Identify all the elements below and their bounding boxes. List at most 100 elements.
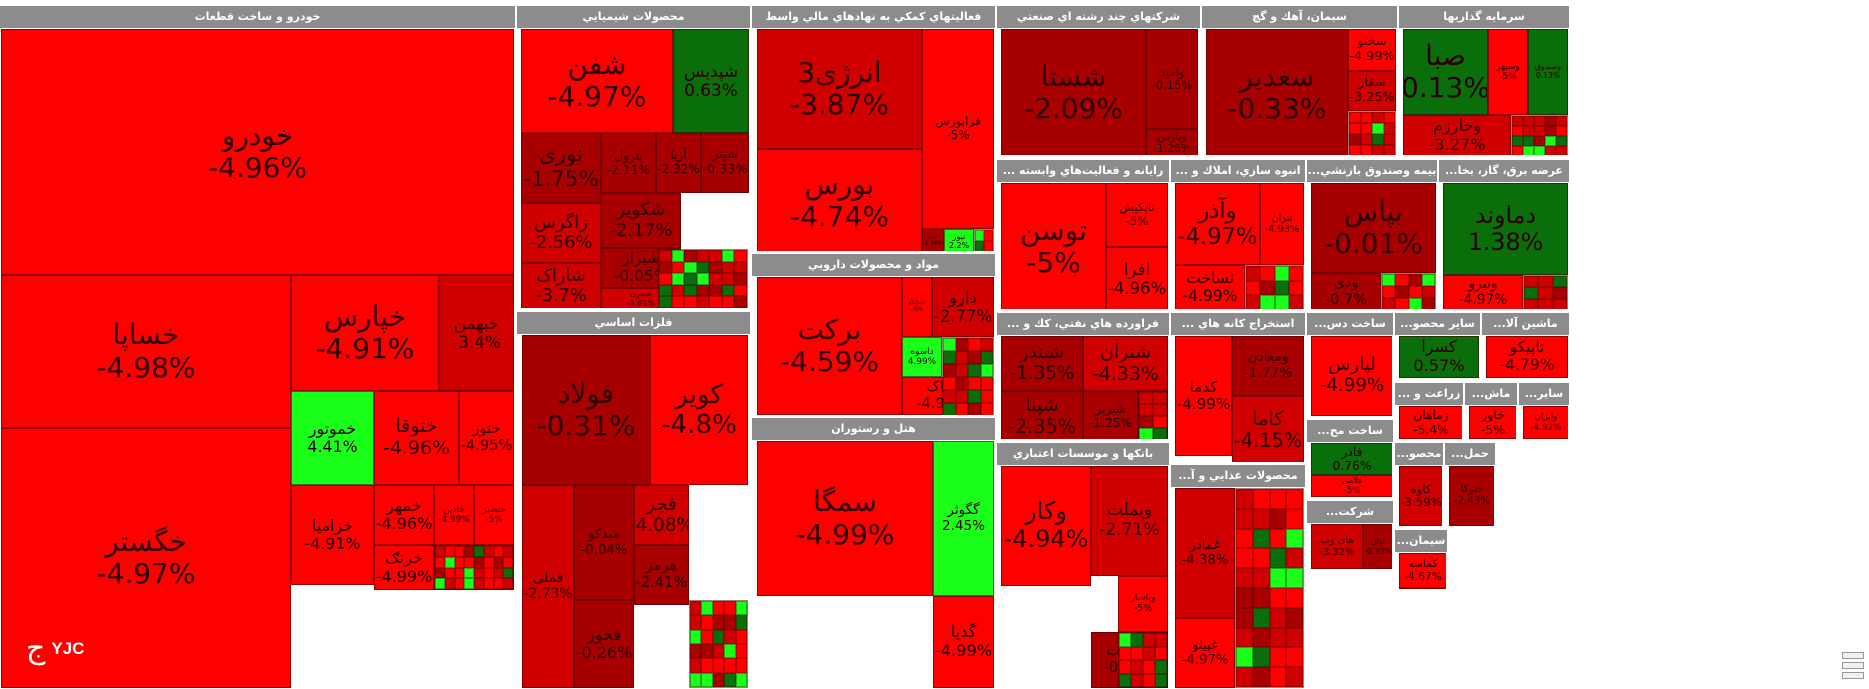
stock-tile[interactable]: خپارس -4.91% bbox=[291, 275, 439, 391]
stock-tile[interactable]: خزامیا -4.91% bbox=[291, 485, 374, 585]
stock-tile[interactable]: فملی -2.73% bbox=[522, 485, 574, 688]
stock-tile[interactable]: فرابورس -5% bbox=[922, 29, 994, 229]
stock-tile[interactable]: خاور -5% bbox=[1469, 406, 1516, 439]
stock-tile[interactable]: خمهر -4.96% bbox=[374, 485, 434, 545]
stock-tile[interactable]: ختصیر -5% bbox=[474, 485, 514, 545]
stock-tile[interactable]: خموتور 4.41% bbox=[291, 391, 374, 485]
sector-title[interactable]: ساير... bbox=[1519, 383, 1569, 405]
stock-tile[interactable]: دسانکو -5% bbox=[902, 277, 932, 337]
stock-tile[interactable]: کدما -4.99% bbox=[1175, 336, 1232, 456]
stock-tile[interactable]: خودرو -4.96% bbox=[1, 29, 514, 275]
sector-title[interactable]: شرکت... bbox=[1307, 501, 1393, 523]
sector-title[interactable]: حمل... bbox=[1445, 443, 1495, 465]
stock-tile[interactable]: وایران -4.92% bbox=[1523, 406, 1568, 439]
sector-title[interactable]: ساخت دس... bbox=[1307, 313, 1393, 335]
stock-tile[interactable]: وبملت -2.71% bbox=[1091, 466, 1168, 576]
sector-title[interactable]: ساير محصو... bbox=[1395, 313, 1480, 335]
stock-tile[interactable]: شپدیس 0.63% bbox=[673, 29, 749, 133]
stock-tile[interactable]: کاما -4.15% bbox=[1232, 396, 1304, 462]
stock-tile[interactable]: میدکو -0.04% bbox=[574, 485, 634, 600]
sector-title[interactable]: عرضه برق، گاز، بخا... bbox=[1439, 160, 1569, 182]
stock-tile[interactable]: نوری -1.75% bbox=[521, 133, 601, 203]
stock-tile[interactable]: توسن -5% bbox=[1001, 183, 1106, 309]
stock-tile[interactable]: ومعادن -1.77% bbox=[1232, 336, 1304, 396]
stock-tile[interactable]: صبا 0.13% bbox=[1403, 29, 1488, 115]
sector-title[interactable]: محصولات غذايي و آ... bbox=[1171, 465, 1305, 487]
stock-tile[interactable]: خگستر -4.97% bbox=[1, 428, 291, 688]
sector-title[interactable]: انبوه سازي، املاك و ... bbox=[1171, 160, 1305, 182]
stock-tile[interactable]: بورس -4.74% bbox=[757, 149, 922, 251]
sector-title[interactable]: ساخت مح... bbox=[1307, 420, 1393, 442]
stock-tile[interactable]: کرمان-3.14% bbox=[1399, 588, 1446, 589]
stock-tile[interactable]: وآذر -4.97% bbox=[1175, 183, 1260, 265]
stock-tile[interactable]: هرمز -2.41% bbox=[634, 545, 689, 605]
stock-tile[interactable]: لپارس -4.99% bbox=[1311, 336, 1392, 416]
sector-title[interactable]: بيمه وصندوق بازنشي... bbox=[1307, 160, 1437, 182]
sector-title[interactable]: فراورده هاي نفتي، كك و ... bbox=[997, 313, 1169, 335]
sector-title[interactable]: استخراج كانه هاي ... bbox=[1171, 313, 1305, 335]
sector-title[interactable]: بانكها و موسسات اعتباري bbox=[997, 443, 1169, 465]
sector-title[interactable]: شرکتهاي چند رشته اي صنعتي bbox=[997, 6, 1200, 28]
stock-tile[interactable]: وپاسار -5% bbox=[1118, 576, 1168, 632]
stock-tile[interactable]: شبریز -1.25% bbox=[1083, 391, 1138, 439]
stock-tile[interactable]: تاپیکو -4.79% bbox=[1486, 336, 1568, 378]
stock-tile[interactable]: افرا -4.96% bbox=[1106, 247, 1168, 309]
stock-tile[interactable]: وپارس -1.26% bbox=[1146, 129, 1198, 155]
sector-title[interactable]: ماشين آلا... bbox=[1482, 313, 1569, 335]
stock-tile[interactable]: فاذر 0.76% bbox=[1311, 443, 1392, 475]
stock-tile[interactable]: وسپهر -5% bbox=[1488, 29, 1528, 115]
stock-tile[interactable]: خرنګ -4.99% bbox=[374, 545, 434, 590]
stock-tile[interactable]: نیور 2.2% bbox=[944, 229, 974, 251]
stock-tile[interactable]: وکار -4.94% bbox=[1001, 466, 1091, 586]
stock-tile[interactable]: خبهمن -3.4% bbox=[439, 275, 514, 391]
stock-tile[interactable]: فخوز -0.26% bbox=[574, 600, 634, 688]
stock-tile[interactable]: وصندوق 0.13% bbox=[1528, 29, 1568, 115]
stock-tile[interactable]: شتران -4.33% bbox=[1083, 336, 1168, 391]
stock-tile[interactable]: ثساخت -4.99% bbox=[1175, 265, 1245, 309]
stock-tile[interactable]: زماهان -5.4% bbox=[1399, 406, 1462, 439]
stock-tile[interactable]: سخنو -4.99% bbox=[1348, 29, 1396, 71]
stock-tile[interactable]: شپنا -2.35% bbox=[1001, 391, 1083, 439]
stock-tile[interactable]: های وب -3.32% bbox=[1311, 524, 1363, 569]
sector-title[interactable]: رايانه و فعاليت‌هاي وابسته ... bbox=[997, 160, 1169, 182]
stock-tile[interactable]: شبندر -1.35% bbox=[1001, 336, 1083, 391]
stock-tile[interactable]: سمگا -4.99% bbox=[757, 441, 933, 596]
stock-tile[interactable]: وخارزم -3.27% bbox=[1403, 115, 1511, 155]
stock-tile[interactable]: ثتران -4.93% bbox=[1260, 183, 1304, 265]
stock-tile[interactable]: گگوثر 2.45% bbox=[933, 441, 994, 596]
stock-tile[interactable]: دارو -2.77% bbox=[932, 277, 994, 337]
stock-tile[interactable]: فجر-4.08% bbox=[634, 485, 689, 545]
stock-tile[interactable]: سغدیر -0.33% bbox=[1206, 29, 1348, 155]
stock-tile[interactable]: برکت -4.59% bbox=[757, 277, 902, 415]
stock-tile[interactable]: دماوند 1.38% bbox=[1443, 183, 1568, 275]
stock-tile[interactable]: فولاد -0.31% bbox=[522, 335, 650, 485]
sector-title[interactable]: زراعت و ... bbox=[1395, 383, 1463, 405]
menu-icon[interactable] bbox=[1842, 652, 1864, 682]
stock-tile[interactable]: کسرا 0.57% bbox=[1399, 336, 1479, 378]
sector-title[interactable]: سرمايه گذاريها bbox=[1399, 6, 1569, 28]
sector-title[interactable]: فعاليتهاي كمكي به نهادهاي مالي واسط bbox=[752, 6, 995, 28]
stock-tile[interactable]: کماسه -4.67% bbox=[1399, 553, 1446, 588]
stock-tile[interactable]: داسوه 4.99% bbox=[902, 337, 942, 377]
sector-title[interactable]: محصولات شيميايي bbox=[517, 6, 750, 28]
stock-tile[interactable]: خاذین -4.99% bbox=[434, 485, 474, 545]
stock-tile[interactable]: کاوه -3.59% bbox=[1399, 466, 1442, 526]
stock-tile[interactable]: وامید -0.15% bbox=[1146, 29, 1198, 129]
sector-title[interactable]: ماش... bbox=[1465, 383, 1517, 405]
stock-tile[interactable]: ختور -4.95% bbox=[459, 391, 514, 485]
stock-tile[interactable]: غمادر -4.38% bbox=[1175, 488, 1235, 618]
stock-tile[interactable]: زاگرس -2.56% bbox=[521, 203, 601, 263]
sector-title[interactable]: فلزات اساسي bbox=[517, 312, 750, 334]
stock-tile[interactable]: شپتر -0.33% bbox=[701, 133, 749, 193]
stock-tile[interactable]: شفن -4.97% bbox=[521, 29, 673, 133]
sector-title[interactable]: سیمان... bbox=[1395, 530, 1447, 552]
stock-tile[interactable]: پترول -2.11% bbox=[601, 133, 656, 193]
stock-tile[interactable]: حتوکا -2.43% bbox=[1449, 466, 1494, 526]
stock-tile[interactable]: شستا -2.09% bbox=[1001, 29, 1146, 155]
sector-title[interactable]: مواد و محصولات دارويي bbox=[752, 254, 995, 276]
stock-tile[interactable]: اوان -0.33% bbox=[1363, 524, 1392, 569]
stock-tile[interactable]: شکویر -2.17% bbox=[601, 193, 681, 248]
sector-title[interactable]: سيمان، آهك و گچ bbox=[1202, 6, 1397, 28]
stock-tile[interactable]: تاپکیش -5% bbox=[1106, 183, 1168, 247]
stock-tile[interactable]: کویر -4.8% bbox=[650, 335, 748, 485]
